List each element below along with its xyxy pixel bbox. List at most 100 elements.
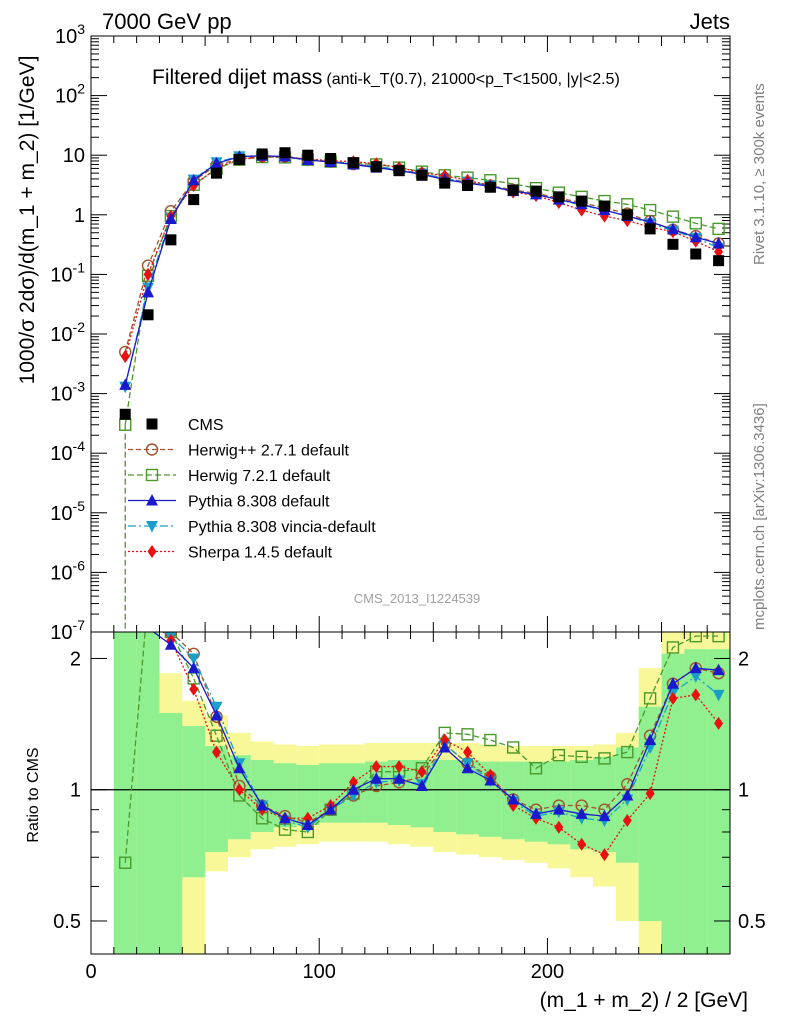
ratio-point-sherpa	[622, 814, 632, 828]
ratio-point-pythia	[575, 807, 588, 819]
ratio-point-herwig7	[461, 728, 474, 741]
tick-exponent: -2	[73, 319, 86, 335]
ratio-y-tick-label-right: 1	[738, 780, 749, 802]
tick-base: 10	[50, 443, 72, 465]
ratio-point-pythia	[461, 761, 474, 774]
main-panel-frame	[90, 35, 731, 633]
plot-title-main: Filtered dijet mass	[152, 66, 322, 89]
tick-exponent: 2	[77, 81, 85, 97]
ratio-band-inner	[296, 764, 320, 826]
ratio-point-sherpa	[668, 691, 678, 705]
mcplots-label-text: mcplots.cern.ch [arXiv:1306.3436]	[751, 403, 768, 630]
main-line-sherpa	[124, 156, 719, 357]
ratio-point-pythia	[301, 818, 314, 831]
ratio-point-pythia	[164, 638, 177, 650]
legend-marker-vincia	[146, 521, 158, 533]
ratio-point-pythia	[210, 708, 223, 721]
ratio-point-herwig7	[621, 745, 634, 759]
ratio-point-sherpa	[371, 760, 381, 774]
ratio-point-pythia	[438, 740, 451, 753]
ratio-line-vincia	[165, 632, 719, 829]
tick-exponent: -3	[73, 379, 86, 395]
main-point-cms	[256, 148, 268, 160]
legend-marker-herwigpp	[145, 443, 159, 456]
ratio-band-inner	[707, 649, 730, 954]
ratio-band-inner	[684, 649, 708, 954]
ratio-y-tick-label: 1	[70, 780, 81, 802]
legend-label-cms: CMS	[188, 417, 224, 434]
ratio-panel-frame	[90, 631, 731, 955]
ratio-uncertainty-bands	[113, 632, 730, 954]
legend-label-herwig7: Herwig 7.2.1 default	[188, 468, 331, 485]
main-point-cms	[713, 255, 725, 267]
tick-base: 10	[50, 562, 72, 584]
main-point-cms	[576, 195, 588, 207]
main-y-tick-label: 10	[63, 145, 85, 167]
tick-base: 10	[50, 324, 72, 346]
ratio-line-herwigpp	[170, 632, 719, 824]
main-point-cms	[233, 153, 245, 165]
ratio-point-herwig7	[529, 762, 543, 775]
main-point-cms	[165, 234, 177, 246]
ratio-point-pythia	[484, 773, 497, 786]
tick-exponent: 3	[77, 21, 85, 37]
ratio-point-herwig7	[484, 733, 497, 747]
plot-title: Filtered dijet mass (anti-k_T(0.7), 21000…	[152, 66, 620, 89]
ratio-point-sherpa	[554, 820, 564, 834]
ratio-band-inner	[205, 745, 228, 852]
ratio-point-pythia	[233, 761, 246, 774]
main-point-cms	[279, 147, 291, 159]
legend-marker-pythia	[146, 494, 158, 506]
main-point-cms	[667, 238, 679, 250]
ratio-band-inner	[227, 755, 251, 840]
main-y-tick-label: 10-3	[50, 379, 85, 406]
main-point-cms	[439, 177, 451, 189]
ratio-panel-series	[119, 632, 725, 869]
legend-marker-herwig7	[145, 468, 159, 482]
ratio-point-pythia	[256, 799, 269, 811]
process-label: Jets	[690, 9, 730, 34]
main-y-tick-label: 10-5	[50, 498, 85, 525]
plot-title-sub: (anti-k_T(0.7), 21000<p_T<1500, |y|<2.5)	[326, 71, 619, 88]
tick-base: 10	[50, 384, 72, 406]
x-tick-label: 0	[85, 961, 96, 983]
ratio-point-vincia	[689, 671, 702, 683]
main-y-tick-label: 1	[74, 205, 85, 227]
x-axis-title: (m_1 + m_2) / 2 [GeV]	[540, 989, 748, 1012]
ratio-point-sherpa	[463, 745, 473, 759]
ratio-point-herwig7	[643, 692, 657, 705]
ratio-point-herwig7	[210, 729, 223, 742]
ratio-point-sherpa	[645, 787, 655, 801]
ratio-band-inner	[273, 763, 297, 828]
main-point-cms	[598, 200, 610, 212]
main-point-cms	[142, 309, 154, 321]
ratio-point-pythia	[507, 792, 520, 805]
ratio-point-herwig7	[119, 856, 132, 869]
ratio-point-pythia	[644, 733, 657, 746]
legend: CMS Herwig++ 2.7.1 default Herwig 7.2.1 de…	[128, 417, 376, 562]
main-point-herwig7	[666, 210, 680, 223]
tick-exponent: -5	[73, 498, 86, 514]
ratio-y-tick-label-right: 2	[738, 648, 749, 670]
rivet-label: Rivet 3.1.10, ≥ 300k events	[751, 83, 768, 265]
ratio-point-pythia	[621, 788, 634, 801]
legend-marker-cms	[146, 418, 158, 430]
main-point-pythia	[210, 156, 223, 169]
main-line-pythia	[124, 155, 719, 386]
main-y-tick-label: 10-7	[50, 617, 85, 644]
ratio-point-sherpa	[234, 783, 244, 797]
ratio-point-pythia	[689, 661, 702, 674]
ratio-point-pythia	[552, 803, 565, 815]
ratio-band-inner	[547, 761, 571, 845]
ratio-point-vincia	[187, 653, 200, 665]
x-tick-label: 200	[531, 961, 564, 983]
ratio-point-sherpa	[348, 775, 358, 789]
main-point-cms	[416, 169, 428, 181]
ratio-point-herwig7	[666, 641, 680, 654]
ratio-point-herwig7	[552, 748, 566, 762]
ratio-point-pythia	[530, 807, 543, 819]
legend-label-pythia: Pythia 8.308 default	[188, 494, 330, 511]
ratio-point-pythia	[278, 811, 291, 824]
